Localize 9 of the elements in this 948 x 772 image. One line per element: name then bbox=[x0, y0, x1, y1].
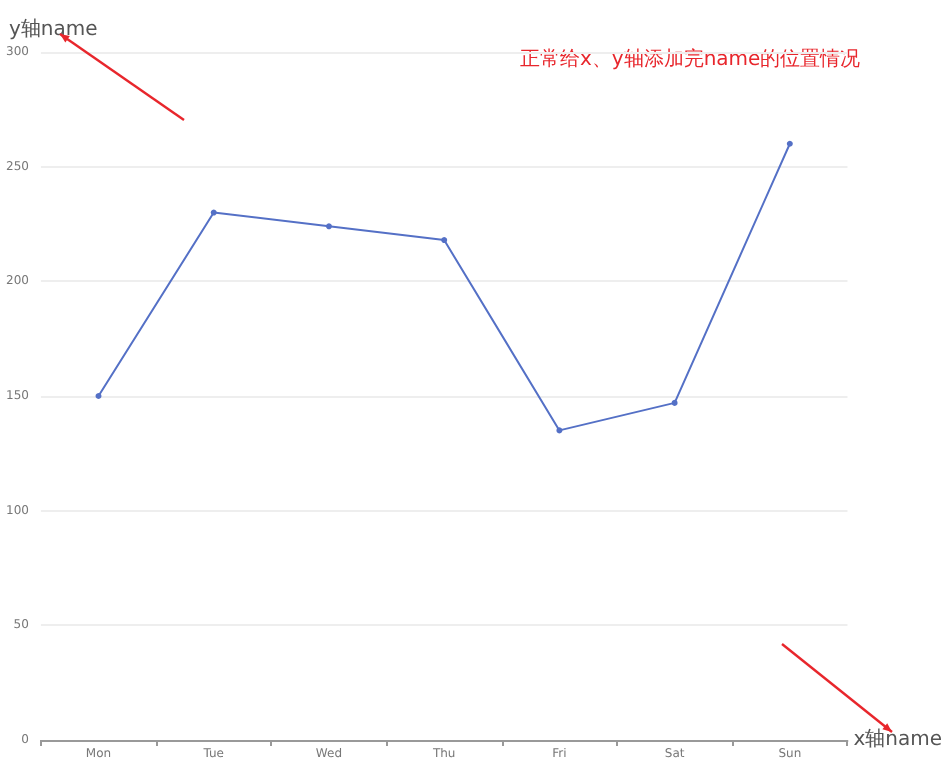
x-axis-title: x轴name bbox=[853, 727, 943, 751]
point bbox=[671, 399, 678, 406]
point bbox=[786, 140, 793, 147]
line-series bbox=[95, 140, 793, 434]
y-axis-title: y轴name bbox=[8, 17, 98, 41]
point bbox=[556, 427, 563, 434]
point bbox=[325, 223, 332, 230]
point bbox=[95, 393, 102, 399]
point bbox=[441, 237, 448, 244]
